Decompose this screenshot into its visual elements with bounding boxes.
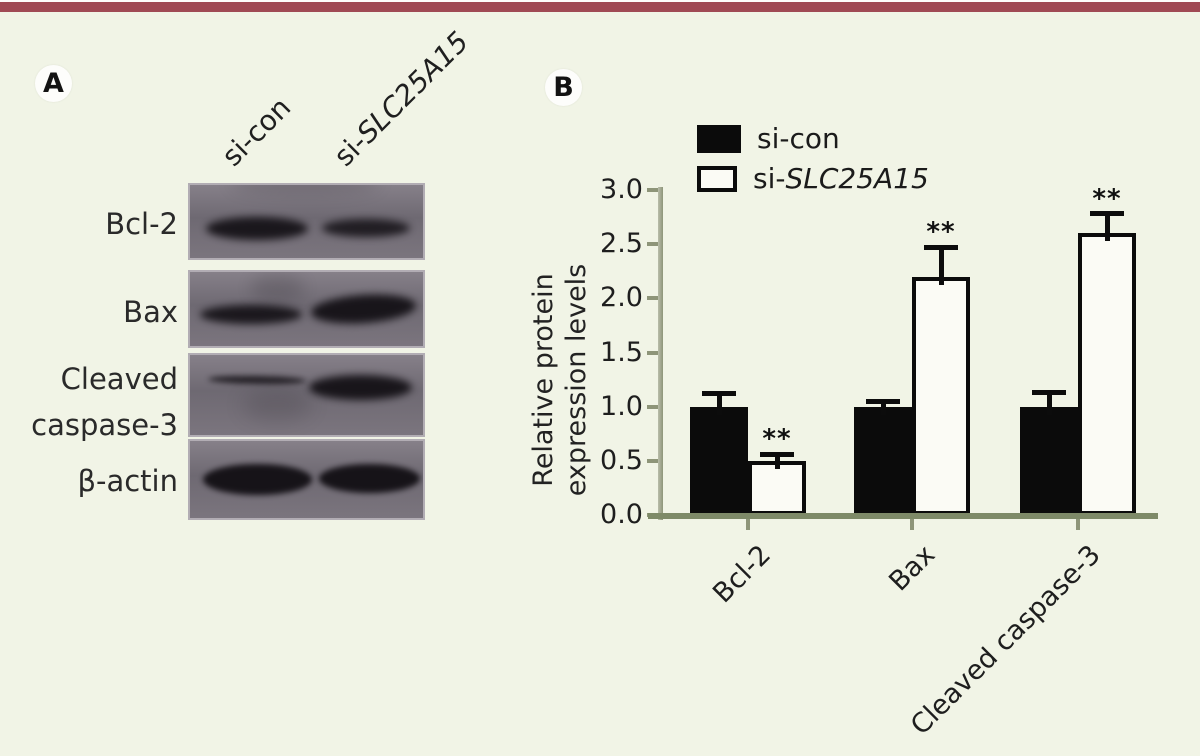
bar-si-SLC25A15-Bax [912, 276, 970, 515]
blot-row-label-caspase3: caspase-3 [31, 408, 178, 442]
error-bar-stem [1046, 392, 1052, 415]
error-bar-cap [1090, 211, 1124, 217]
blot-row-label-bcl2: Bcl-2 [105, 207, 178, 241]
y-tick-label: 0.0 [600, 499, 643, 530]
error-bar-cap [866, 398, 900, 404]
x-axis-line [648, 513, 1158, 519]
y-axis-tick [647, 404, 662, 409]
legend-label-si-slc25a15: si-SLC25A15 [753, 162, 929, 195]
blot-image-bcl2 [188, 183, 425, 260]
x-tick-label-Cleaved caspase-3: Cleaved caspase-3 [905, 539, 1108, 742]
lane-header-si-con-text: si-con [215, 90, 298, 173]
lane-header-si-con: si-con [215, 90, 298, 173]
x-tick-label-Bax: Bax [883, 539, 942, 598]
error-bar-stem [716, 393, 722, 415]
x-axis-tick [746, 515, 750, 530]
blot-image-cleaved-caspase3 [188, 353, 425, 437]
blot-band [319, 464, 420, 493]
top-white-strip [0, 0, 1200, 2]
y-tick-label: 2.5 [600, 228, 643, 260]
panel-b-badge: B [545, 69, 582, 106]
y-axis-tick [647, 188, 662, 192]
legend-item-si-slc25a15: si-SLC25A15 [697, 164, 929, 194]
chart-legend: si-con si-SLC25A15 [697, 124, 929, 204]
error-bar-cap [760, 451, 794, 457]
y-tick-label: 0.5 [600, 444, 643, 476]
legend-swatch-si-con [697, 125, 741, 153]
y-axis-title: Relative protein expression levels [528, 263, 592, 497]
error-bar-stem [938, 247, 944, 285]
blot-shading [230, 185, 380, 193]
bar-si-con-Cleaved caspase-3 [1020, 406, 1078, 515]
legend-swatch-si-slc25a15 [697, 166, 737, 192]
lane-header-si-slc25a15: si-SLC25A15 [327, 25, 476, 173]
blot-row-label-cleaved: Cleaved [60, 362, 178, 396]
y-tick-label: 3.0 [600, 174, 643, 205]
bar-si-con-Bcl-2 [690, 406, 748, 515]
y-axis-tick [647, 242, 662, 247]
y-axis-tick [647, 458, 662, 463]
blot-band [310, 291, 417, 327]
blot-image-beta-actin [188, 439, 425, 520]
bar-si-SLC25A15-Bcl-2 [748, 460, 806, 515]
blot-row-label-bax: Bax [123, 295, 178, 329]
significance-marker: ** [762, 424, 792, 455]
y-tick-label: 2.0 [600, 282, 643, 314]
bar-si-con-Bax [854, 406, 912, 515]
significance-marker: ** [926, 217, 956, 248]
blot-shading [250, 274, 305, 302]
y-tick-label: 1.5 [600, 336, 643, 368]
error-bar-cap [924, 244, 958, 250]
blot-band [309, 375, 412, 400]
x-axis-tick [1076, 515, 1080, 530]
blot-row-label-beta-actin: β-actin [77, 464, 179, 498]
x-axis-tick [910, 515, 914, 530]
blot-band [200, 305, 302, 324]
legend-item-si-con: si-con [697, 124, 929, 154]
error-bar-stem [774, 454, 780, 469]
blot-band [203, 464, 312, 495]
blot-image-bax [188, 270, 425, 348]
y-tick-label: 1.0 [600, 390, 643, 422]
y-axis-line [658, 187, 663, 520]
blot-band [206, 217, 308, 240]
error-bar-stem [1104, 213, 1110, 242]
error-bar-cap [1032, 390, 1066, 396]
blot-band [322, 219, 410, 237]
y-axis-tick [647, 350, 662, 355]
top-accent-bar [0, 2, 1200, 12]
y-axis-tick [647, 296, 662, 301]
bar-si-SLC25A15-Cleaved caspase-3 [1078, 233, 1136, 515]
x-tick-label-Bcl-2: Bcl-2 [707, 539, 778, 610]
error-bar-stem [880, 401, 886, 415]
error-bar-cap [702, 391, 736, 397]
blot-band [207, 375, 307, 385]
blot-shading [242, 389, 312, 421]
panel-a-badge: A [35, 65, 72, 102]
legend-label-si-con: si-con [757, 122, 840, 155]
significance-marker: ** [1092, 183, 1122, 214]
